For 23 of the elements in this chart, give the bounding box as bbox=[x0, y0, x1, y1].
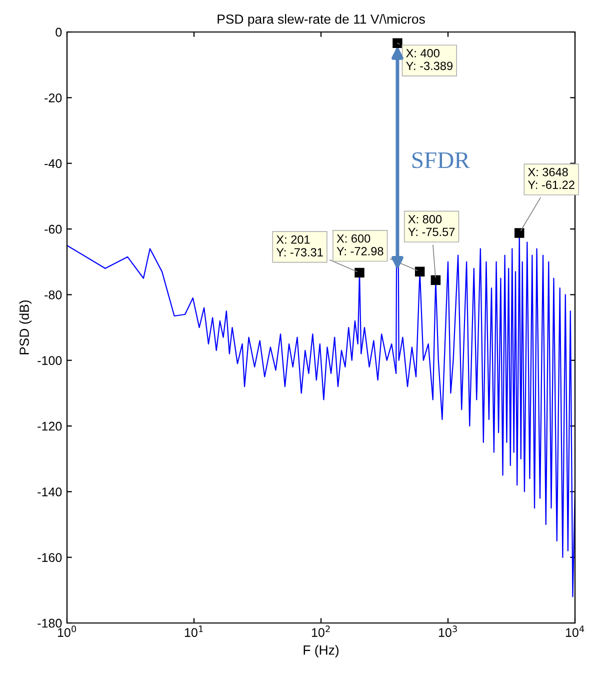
y-tick-label: -20 bbox=[44, 93, 62, 102]
x-tick-label: 10$^{3}$ bbox=[438, 626, 457, 637]
x-tick-label: 10$^{2}$ bbox=[312, 626, 330, 637]
y-tick-label: -120 bbox=[38, 422, 62, 431]
y-tick-label: -40 bbox=[44, 159, 62, 168]
chart-title: PSD para slew-rate de 11 V/\micros bbox=[218, 14, 425, 26]
annotation: SFDR bbox=[412, 152, 470, 168]
annotation: X: 600 Y: -72.98 bbox=[336, 234, 384, 256]
annotation: X: 800 Y: -75.57 bbox=[408, 215, 455, 236]
y-tick-label: -160 bbox=[38, 553, 62, 562]
y-tick-label: -180 bbox=[38, 618, 62, 628]
annotation: X: 3648 Y: -61.22 bbox=[528, 168, 574, 190]
y-tick-label: -80 bbox=[44, 290, 62, 300]
x-tick-label: 10$^{1}$ bbox=[184, 626, 203, 637]
y-tick-label: -140 bbox=[38, 487, 62, 496]
x-tick-label: 10$^{4}$ bbox=[566, 626, 584, 637]
y-tick-label: 0 bbox=[56, 28, 62, 37]
annotation: X: 400 Y: -3.389 bbox=[406, 48, 452, 70]
y-tick-label: -100 bbox=[38, 356, 62, 365]
annotation: X: 201 Y: -73.31 bbox=[276, 235, 323, 256]
y-axis-title: PSD (dB) bbox=[19, 300, 32, 354]
y-tick-label: -60 bbox=[44, 224, 62, 234]
x-axis-title: F (Hz) bbox=[304, 645, 338, 658]
